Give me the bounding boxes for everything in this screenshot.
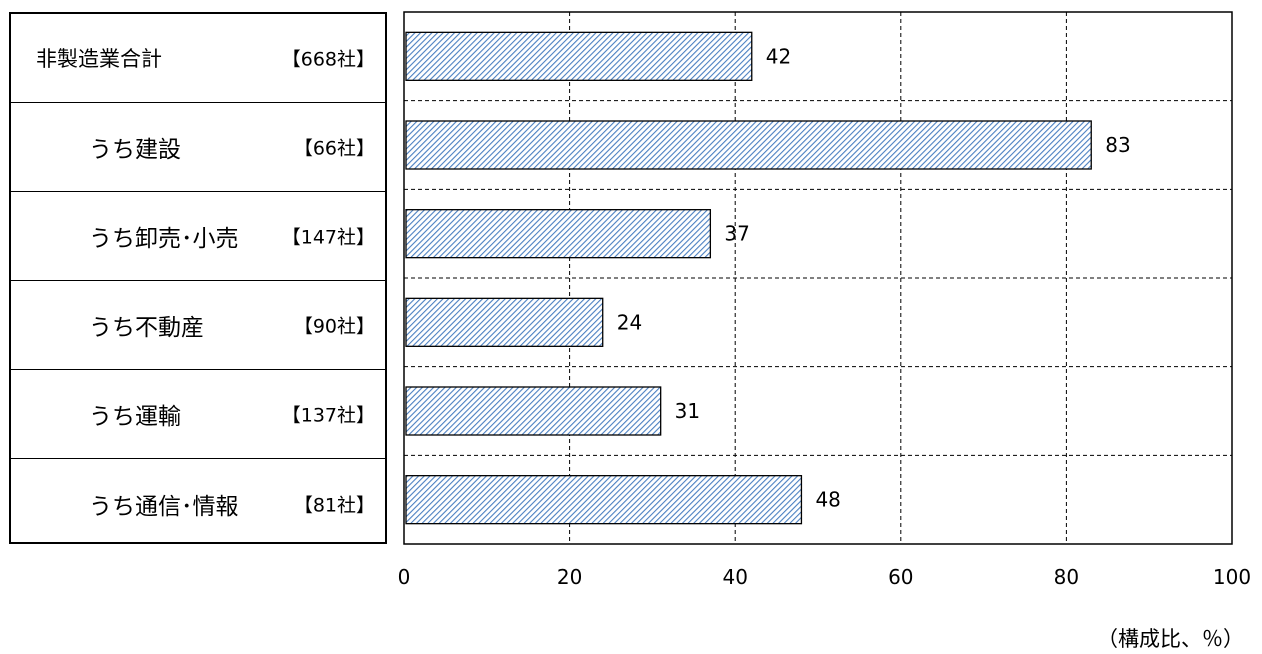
bar	[405, 475, 803, 525]
bar	[405, 386, 662, 436]
bars	[405, 31, 1092, 525]
x-tick-label: 60	[888, 565, 913, 589]
bar	[405, 31, 753, 81]
label-row-construction: うち建設 【66社】	[11, 103, 385, 192]
data-label: 48	[815, 488, 840, 512]
label-row-wholesale-retail: うち卸売･小売 【147社】	[11, 192, 385, 281]
data-label: 31	[675, 399, 700, 423]
x-tick-label: 40	[722, 565, 747, 589]
data-label: 37	[724, 222, 749, 246]
row-company-count: 【66社】	[293, 137, 375, 160]
category-label-table: 非製造業合計 【668社】 うち建設 【66社】 うち卸売･小売 【147社】 …	[9, 12, 387, 544]
label-row-transport: うち運輸 【137社】	[11, 370, 385, 459]
label-row-total: 非製造業合計 【668社】	[11, 14, 385, 103]
row-name: うち不動産	[89, 315, 204, 341]
bar	[405, 120, 1092, 170]
x-axis-ticks: 0 20 40 60 80 100	[398, 565, 1251, 589]
x-axis-unit-label: （構成比、％）	[1097, 627, 1244, 651]
row-company-count: 【147社】	[281, 226, 375, 249]
label-row-real-estate: うち不動産 【90社】	[11, 281, 385, 370]
data-label: 42	[766, 44, 791, 68]
row-name: うち卸売･小売	[89, 226, 239, 252]
data-labels: 42 83 37 24 31 48	[617, 44, 1131, 511]
x-tick-label: 100	[1213, 565, 1251, 589]
x-tick-label: 80	[1054, 565, 1079, 589]
bar	[405, 209, 712, 259]
x-tick-label: 0	[398, 565, 411, 589]
row-company-count: 【137社】	[281, 404, 375, 427]
label-row-telecom-info: うち通信･情報 【81社】	[11, 459, 385, 548]
row-name: うち運輸	[89, 404, 181, 430]
row-company-count: 【81社】	[293, 494, 375, 516]
row-company-count: 【668社】	[281, 48, 375, 71]
data-label: 83	[1105, 133, 1130, 157]
row-company-count: 【90社】	[293, 315, 375, 338]
row-name: 非製造業合計	[36, 47, 162, 71]
gridlines	[404, 12, 1232, 544]
row-name: うち建設	[89, 137, 181, 163]
bar	[405, 297, 604, 347]
x-tick-label: 20	[557, 565, 582, 589]
plot-area-frame	[403, 11, 1233, 545]
data-label: 24	[617, 310, 642, 334]
row-name: うち通信･情報	[89, 493, 239, 520]
